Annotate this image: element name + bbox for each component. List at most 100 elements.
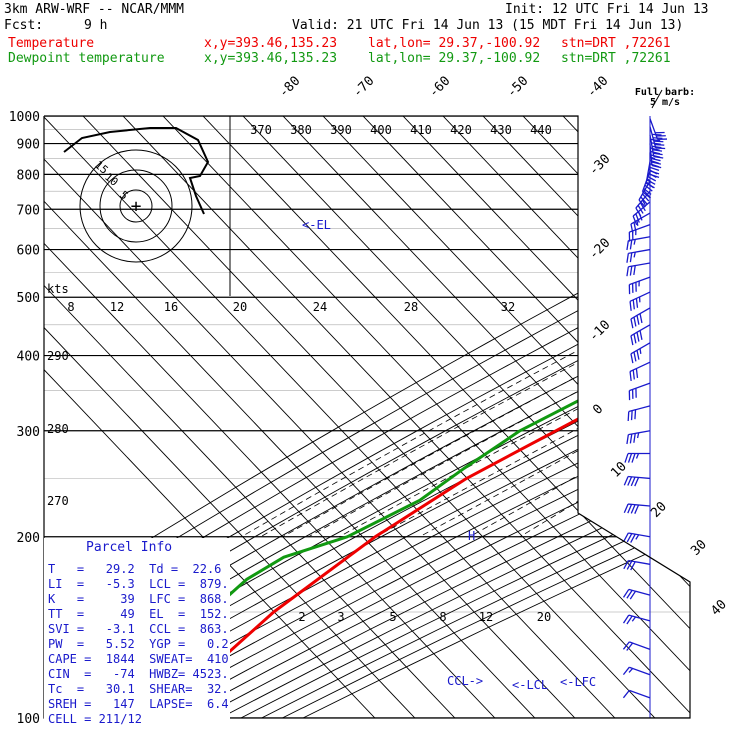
isotherm: [44, 116, 376, 718]
theta-label: 410: [410, 123, 432, 137]
moist-adiabat: [519, 116, 690, 538]
isotherm-label: 30: [688, 537, 710, 559]
hodograph-ring: [79, 149, 193, 263]
theta-label-low: 270: [47, 494, 69, 508]
pressure-tick-label: 100: [17, 712, 40, 727]
dry-adiabat: [44, 116, 690, 718]
legend-temperature-xy: x,y=393.46,135.23: [204, 36, 338, 51]
legend-dewpoint: Dewpoint temperature: [8, 51, 165, 66]
theta-label: 420: [450, 123, 472, 137]
moist-adiabat: [338, 116, 690, 538]
theta-label: 440: [530, 123, 552, 137]
dry-adiabat: [178, 116, 690, 718]
dry-adiabat: [44, 116, 690, 718]
wind-barb: [630, 342, 651, 364]
moist-adiabat: [419, 116, 690, 538]
hodograph-speed-label: 16: [164, 300, 178, 314]
pressure-tick-label: 500: [17, 291, 40, 306]
hodograph-speed-label: 12: [110, 300, 124, 314]
isotherm: [44, 116, 496, 718]
parcel-info-row: CIN = -74 HWBZ= 4523.: [48, 667, 229, 681]
isotherm: [442, 116, 690, 718]
theta-label: 370: [250, 123, 272, 137]
hodograph-ring: [119, 189, 153, 223]
wind-barb: [626, 236, 651, 251]
parcel-info-row: PW = 5.52 YGP = 0.2: [48, 637, 229, 651]
wind-barb: [629, 291, 651, 311]
wind-barb: [628, 382, 651, 401]
isotherm-label: 10: [608, 459, 630, 481]
wind-barb: [628, 224, 651, 242]
parcel-info-row: K = 39 LFC = 868.: [48, 592, 229, 606]
pressure-tick-label: 400: [17, 350, 40, 365]
isotherm: [44, 116, 456, 718]
level-marker: <-LCL: [512, 678, 548, 692]
isotherm-label: 20: [648, 499, 670, 521]
wind-barb: [630, 324, 651, 346]
isotherm-label: -60: [426, 74, 453, 101]
moist-adiabat: [282, 116, 690, 538]
mixing-ratio-label: 5: [389, 610, 396, 624]
model-title: 3km ARW-WRF -- NCAR/MMM: [4, 2, 185, 17]
wind-barb: [626, 248, 651, 263]
pressure-tick-label: 800: [17, 168, 40, 183]
pressure-tick-label: 700: [17, 203, 40, 218]
isotherm: [482, 116, 690, 718]
valid-time: Valid: 21 UTC Fri 14 Jun 13 (15 MDT Fri …: [292, 18, 684, 33]
isotherm-label: -30: [586, 152, 613, 179]
wind-barb: [649, 126, 666, 150]
dry-adiabat: [95, 116, 690, 718]
isotherm-label: -20: [586, 236, 613, 263]
theta-label: 380: [290, 123, 312, 137]
theta-label: 390: [330, 123, 352, 137]
parcel-info-row: CAPE = 1844 SWEAT= 410: [48, 652, 229, 666]
level-marker: CCL->: [447, 674, 483, 688]
barb-legend-label: Full barb:: [635, 87, 695, 98]
wind-barb: [623, 532, 651, 543]
hodograph-speed-label: 24: [313, 300, 327, 314]
parcel-info-row: Tc = 30.1 SHEAR= 32.: [48, 682, 229, 696]
barb-legend-unit: 5 m/s: [650, 97, 680, 108]
dry-adiabat: [54, 116, 690, 718]
hodograph-speed-label: 20: [233, 300, 247, 314]
wind-barb: [630, 307, 651, 329]
legend-temperature-stn: stn=DRT ,72261: [561, 36, 671, 51]
moist-adiabat: [260, 116, 690, 538]
wind-barb: [638, 180, 652, 208]
isotherm-label: -50: [504, 74, 531, 101]
parcel-info-row: SREH = 147 LAPSE= 6.4: [48, 697, 229, 711]
dry-adiabat: [219, 116, 690, 718]
isotherm: [82, 116, 656, 718]
isotherm-label: -10: [586, 318, 613, 345]
pressure-tick-label: 200: [17, 531, 40, 546]
wind-barb: [623, 559, 651, 571]
parcel-info-row: T = 29.2 Td = 22.6: [48, 562, 222, 576]
mixing-ratio-label: 12: [479, 610, 493, 624]
legend-temperature-latlon: lat,lon= 29.37,-100.92: [368, 36, 541, 51]
mixing-ratio-label: 20: [537, 610, 551, 624]
legend-dewpoint-latlon: lat,lon= 29.37,-100.92: [368, 51, 541, 66]
pressure-tick-label: 600: [17, 244, 40, 259]
legend-dewpoint-stn: stn=DRT ,72261: [561, 51, 671, 66]
forecast-label: Fcst:: [4, 18, 44, 33]
pressure-tick-label: 900: [17, 138, 40, 153]
parcel-info-row: TT = 49 EL = 152.: [48, 607, 229, 621]
level-marker: H: [468, 529, 475, 543]
isotherm-label: -70: [350, 74, 377, 101]
wind-barb: [622, 614, 651, 625]
mixing-ratio-label: 8: [439, 610, 446, 624]
legend-dewpoint-xy: x,y=393.46,135.23: [204, 51, 338, 66]
parcel-info-row: LI = -5.3 LCL = 879.: [48, 577, 229, 591]
isotherm-label: 0: [590, 402, 606, 418]
dry-adiabat: [74, 116, 690, 718]
wind-barb: [622, 588, 651, 600]
isotherm: [682, 116, 690, 718]
moist-adiabat: [375, 116, 690, 538]
isotherm-label: -80: [276, 74, 303, 101]
wind-barb: [622, 641, 651, 651]
parcel-info-row: SVI = -3.1 CCL = 863.: [48, 622, 229, 636]
moist-adiabat: [308, 116, 690, 538]
wind-barb: [629, 361, 651, 381]
parcel-info-row: CELL = 211/12: [48, 712, 142, 726]
temperature-profile: [175, 116, 690, 718]
